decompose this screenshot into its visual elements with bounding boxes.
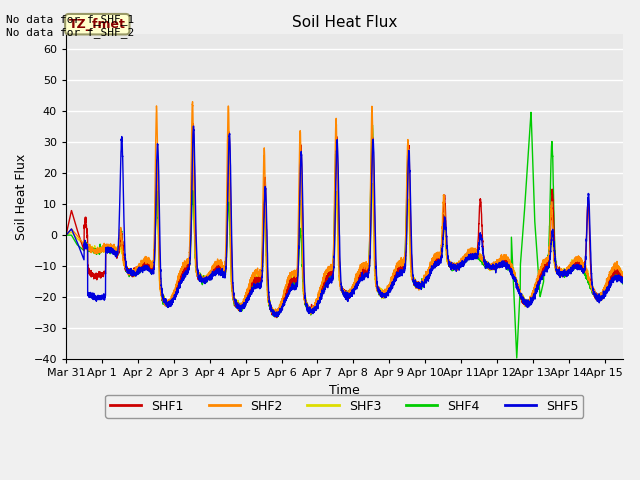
Legend: SHF1, SHF2, SHF3, SHF4, SHF5: SHF1, SHF2, SHF3, SHF4, SHF5 [105,395,584,418]
SHF4 [424,274,432,280]
SHF3 [275,307,283,312]
Line: SHF4: SHF4 [66,112,623,358]
SHF3 [424,271,432,276]
SHF2 [477,253,485,259]
SHF3 [477,255,485,261]
SHF4 [62,232,70,238]
SHF5 [62,232,70,238]
Title: Soil Heat Flux: Soil Heat Flux [292,15,397,30]
SHF3 [272,314,280,320]
SHF3 [163,301,171,307]
SHF5 [275,311,283,317]
SHF4 [619,281,627,287]
Text: No data for f_SHF_1
No data for f_SHF_2: No data for f_SHF_1 No data for f_SHF_2 [6,14,134,38]
SHF1 [520,300,528,306]
SHF2 [520,298,528,304]
SHF5 [396,269,404,275]
SHF4 [527,109,535,115]
Y-axis label: Soil Heat Flux: Soil Heat Flux [15,153,28,240]
Text: TZ_fmet: TZ_fmet [69,18,125,31]
SHF5 [163,303,171,309]
Line: SHF5: SHF5 [66,126,623,317]
SHF2 [619,272,627,277]
SHF1 [396,266,404,272]
SHF4 [275,309,283,314]
SHF3 [62,232,70,238]
SHF3 [520,296,528,302]
SHF1 [62,232,70,238]
SHF2 [424,271,432,276]
SHF2 [62,232,70,238]
SHF4 [396,266,404,272]
SHF4 [520,218,527,224]
SHF1 [424,268,432,274]
SHF3 [189,172,196,178]
SHF2 [189,99,196,105]
SHF5 [273,314,281,320]
SHF1 [275,309,283,315]
SHF4 [163,301,171,307]
Line: SHF3: SHF3 [66,175,623,317]
Line: SHF1: SHF1 [66,124,623,317]
SHF2 [275,308,283,314]
Line: SHF2: SHF2 [66,102,623,316]
SHF5 [189,123,197,129]
SHF2 [163,300,171,305]
SHF1 [163,300,171,305]
SHF5 [477,235,485,241]
X-axis label: Time: Time [329,384,360,396]
SHF2 [272,313,280,319]
SHF4 [513,355,520,361]
SHF2 [396,262,404,268]
SHF5 [424,277,432,283]
SHF4 [477,258,485,264]
SHF5 [619,280,627,286]
SHF3 [619,271,627,277]
SHF5 [520,301,528,307]
SHF1 [619,277,627,283]
SHF3 [396,261,404,267]
SHF1 [189,121,197,127]
SHF1 [273,314,280,320]
SHF1 [477,212,485,217]
